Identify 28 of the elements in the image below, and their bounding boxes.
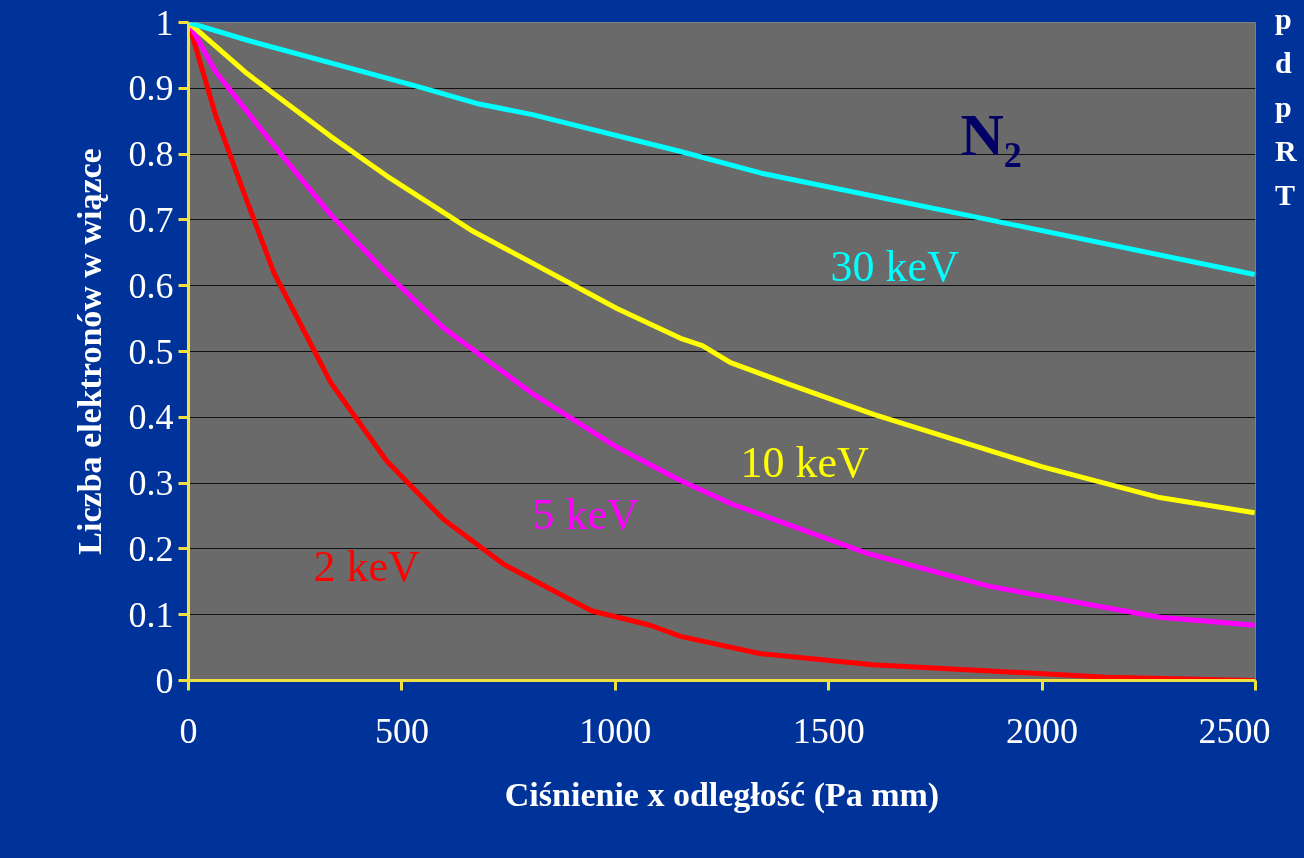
x-axis-title: Ciśnienie x odległość (Pa mm) [504,775,940,814]
y-tick-label: 0.7 [128,199,174,240]
series-label: 2 keV [313,541,421,591]
y-tick-label: 0.5 [128,331,174,372]
y-tick-label: 0.4 [128,397,174,438]
y-tick-label: 0.8 [128,134,174,175]
series-label: 10 keV [740,438,869,488]
text: R [1275,133,1297,169]
text: N₂ [960,101,1022,168]
y-axis-title: Liczba elektronów w wiązce [70,148,108,555]
series-label: 5 keV [532,489,639,539]
y-tick-label: 0.2 [128,528,174,569]
x-tick-label: 2000 [1006,710,1079,751]
y-tick-label: 0.6 [128,265,174,306]
series-label: 30 keV [830,241,960,291]
y-tick-label: 0 [155,660,174,701]
x-tick-label: 1500 [792,710,865,751]
text: T [1275,177,1296,213]
y-tick-label: 0.1 [128,594,174,635]
x-tick-label: 500 [374,710,429,751]
x-tick-label: 1000 [579,710,652,751]
text: p [1275,1,1293,37]
y-tick-label: 0.9 [128,68,174,109]
y-tick-label: 0.3 [128,463,174,504]
x-tick-label: 2500 [1198,710,1271,751]
y-tick-label: 1 [155,2,174,43]
text: d [1275,45,1293,81]
text: p [1275,89,1293,125]
